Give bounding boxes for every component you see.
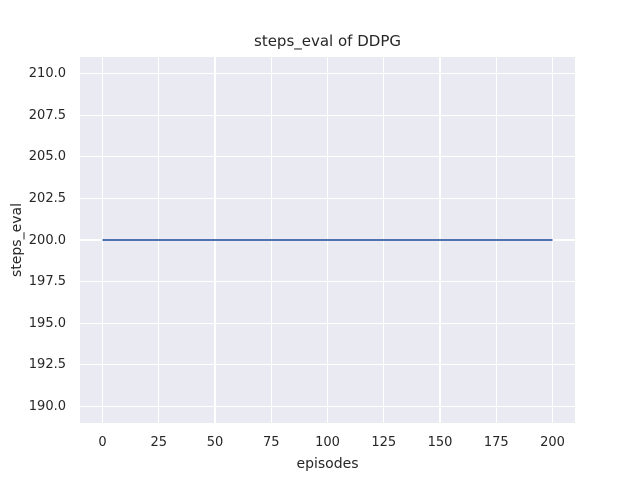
- y-tick-label: 192.5: [28, 357, 66, 373]
- x-tick-label: 100: [315, 435, 340, 450]
- x-tick-label: 50: [206, 435, 224, 450]
- x-tick-label: 25: [150, 435, 168, 450]
- x-tick-label: 200: [540, 435, 565, 450]
- chart-title: steps_eval of DDPG: [254, 32, 401, 50]
- y-gridline: [80, 405, 575, 407]
- x-tick-label: 125: [371, 435, 397, 450]
- y-gridline: [80, 280, 575, 283]
- series-line: [102, 239, 553, 241]
- y-gridline: [80, 72, 575, 75]
- y-tick-label: 190.0: [28, 398, 66, 414]
- y-gridline: [80, 197, 575, 200]
- y-tick-label: 195.0: [28, 315, 66, 331]
- x-tick-label: 175: [483, 435, 509, 450]
- x-axis-label: episodes: [296, 456, 359, 472]
- plot-area: [80, 57, 575, 423]
- y-axis-label: steps_eval: [9, 203, 25, 277]
- x-tick-label: 0: [98, 435, 107, 450]
- y-gridline: [80, 156, 575, 158]
- y-gridline: [80, 364, 575, 366]
- x-tick-label: 150: [427, 435, 453, 450]
- y-tick-label: 200.0: [28, 232, 66, 248]
- y-tick-label: 202.5: [28, 190, 66, 206]
- x-tick-label: 75: [262, 435, 280, 450]
- y-gridline: [80, 114, 575, 116]
- y-gridline: [80, 322, 575, 324]
- y-tick-label: 210.0: [28, 66, 66, 82]
- y-tick-label: 205.0: [28, 149, 66, 165]
- y-tick-label: 197.5: [28, 274, 66, 290]
- y-tick-label: 207.5: [28, 107, 66, 123]
